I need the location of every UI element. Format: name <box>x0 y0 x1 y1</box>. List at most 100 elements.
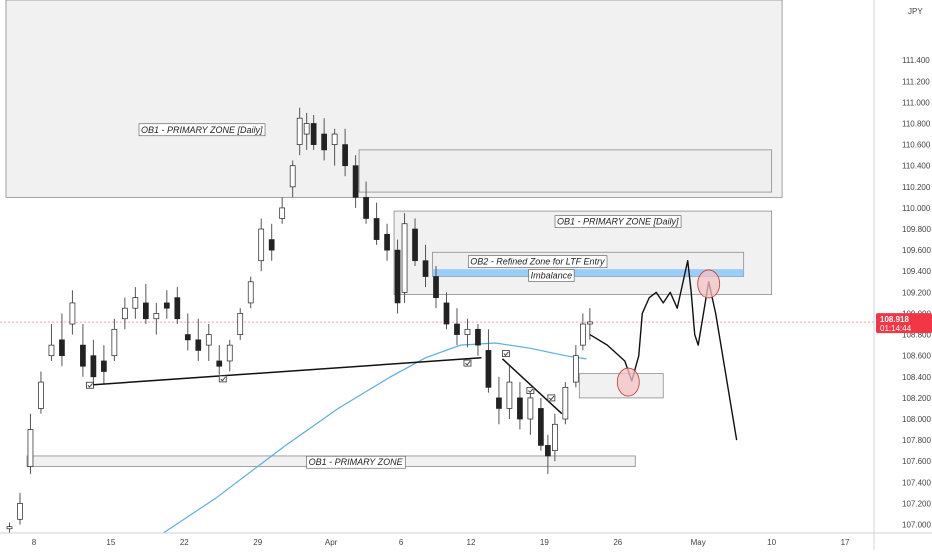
y-tick-label: 108.600 <box>902 352 931 361</box>
y-tick-label: 108.800 <box>902 331 931 340</box>
zone-label-box <box>138 123 266 137</box>
check-marker-tick <box>549 395 555 401</box>
candle-body[interactable] <box>216 360 223 367</box>
zone-label-box <box>467 255 608 268</box>
candle-body[interactable] <box>132 297 139 309</box>
candle-body[interactable] <box>142 302 149 320</box>
y-tick-label: 111.000 <box>902 98 930 107</box>
trendline[interactable] <box>86 357 482 386</box>
candle-body[interactable] <box>17 503 23 520</box>
candle-body[interactable] <box>80 344 86 367</box>
candle-body[interactable] <box>363 197 369 219</box>
candle-body[interactable] <box>226 344 233 362</box>
candle-body[interactable] <box>258 228 265 262</box>
candle-body[interactable] <box>506 381 513 409</box>
target-circle[interactable] <box>697 269 721 299</box>
candle-body[interactable] <box>454 323 460 335</box>
candle-body[interactable] <box>163 302 170 309</box>
check-marker <box>526 387 535 394</box>
target-circle[interactable] <box>616 367 640 397</box>
x-tick-label: 15 <box>106 538 115 547</box>
candle-body[interactable] <box>303 123 310 135</box>
projection-layer <box>589 259 738 441</box>
candle-body[interactable] <box>331 133 338 145</box>
candle-body[interactable] <box>352 165 359 198</box>
candle-body[interactable] <box>433 276 439 298</box>
y-tick-label: 108.200 <box>902 394 931 403</box>
moving-average-layer <box>162 342 587 534</box>
candle-body[interactable] <box>545 445 551 457</box>
check-marker-tick <box>528 388 534 394</box>
y-tick-label: 110.600 <box>902 141 931 150</box>
candle-body[interactable] <box>475 328 481 346</box>
candle-body[interactable] <box>122 307 128 320</box>
candle-body[interactable] <box>6 526 13 530</box>
zone-label: OB1 - PRIMARY ZONE <box>309 457 404 467</box>
x-tick-label: 26 <box>613 538 622 547</box>
candle-body[interactable] <box>401 223 408 293</box>
candle-body[interactable] <box>572 355 579 383</box>
candle-body[interactable] <box>310 123 317 145</box>
y-tick-label: 109.200 <box>902 288 931 297</box>
price-tag <box>876 313 932 334</box>
candle-body[interactable] <box>464 328 471 335</box>
candle-body[interactable] <box>586 321 593 325</box>
candle-body[interactable] <box>412 228 418 262</box>
candle-body[interactable] <box>527 397 534 420</box>
y-tick-label: 111.400 <box>902 56 930 65</box>
trendlines-layer <box>86 350 563 415</box>
check-marker-tick <box>465 360 471 366</box>
imbalance-rect[interactable] <box>432 269 744 277</box>
x-tick-label: 19 <box>540 538 549 547</box>
trendline[interactable] <box>501 358 563 415</box>
x-tick-label: 29 <box>253 538 262 547</box>
check-marker-tick <box>503 351 509 357</box>
candle-body[interactable] <box>90 355 97 378</box>
candle-body[interactable] <box>174 297 181 320</box>
candle-body[interactable] <box>422 260 429 277</box>
candle-body[interactable] <box>296 117 303 145</box>
candle-body[interactable] <box>27 429 34 467</box>
candle-body[interactable] <box>373 218 380 240</box>
candle-body[interactable] <box>289 165 296 188</box>
candle-body[interactable] <box>579 323 586 346</box>
zone-rect[interactable] <box>358 149 773 193</box>
candle-body[interactable] <box>153 313 160 320</box>
zone-label-box <box>528 269 575 282</box>
candle-body[interactable] <box>184 334 191 341</box>
candle-body[interactable] <box>48 344 55 357</box>
candle-body[interactable] <box>342 144 348 167</box>
candle-body[interactable] <box>384 233 390 251</box>
candle-body[interactable] <box>538 408 544 446</box>
candle-body[interactable] <box>496 397 502 409</box>
candle-body[interactable] <box>562 386 569 420</box>
y-tick-label: 110.400 <box>902 162 931 171</box>
candle-body[interactable] <box>321 133 327 151</box>
candle-body[interactable] <box>485 350 492 388</box>
x-tick-label: 22 <box>180 538 189 547</box>
candle-body[interactable] <box>443 302 450 325</box>
candle-body[interactable] <box>394 249 401 304</box>
x-tick-label: May <box>691 538 706 547</box>
candle-body[interactable] <box>517 397 523 420</box>
candle-body[interactable] <box>247 281 254 304</box>
y-tick-label: 109.400 <box>902 267 931 276</box>
candle-body[interactable] <box>59 339 65 357</box>
candle-body[interactable] <box>111 328 118 357</box>
candle-body[interactable] <box>38 381 44 409</box>
candle-body[interactable] <box>101 360 107 372</box>
x-tick-label: 8 <box>32 538 37 547</box>
candle-body[interactable] <box>237 313 244 335</box>
candle-body[interactable] <box>279 207 286 219</box>
candle-body[interactable] <box>195 339 202 351</box>
zone-label: OB1 - PRIMARY ZONE [Daily] <box>557 217 679 227</box>
candle-body[interactable] <box>268 239 275 251</box>
candle-body[interactable] <box>552 423 558 452</box>
candle-body[interactable] <box>69 302 76 325</box>
y-tick-label: 108.400 <box>902 373 931 382</box>
candle-body[interactable] <box>205 334 212 346</box>
zone-label: Imbalance <box>531 270 573 280</box>
